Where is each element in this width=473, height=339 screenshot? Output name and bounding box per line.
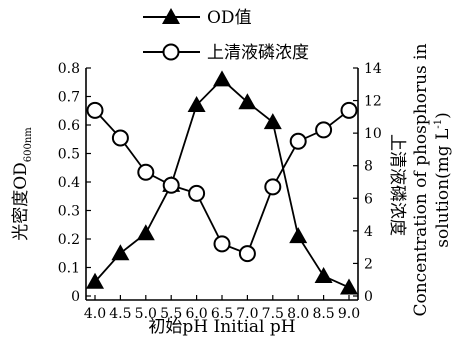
y-right-tick-label: 14 xyxy=(364,61,382,77)
x-tick-label: 5.5 xyxy=(160,306,182,322)
series-od-point xyxy=(238,93,257,110)
y-right-tick-label: 0 xyxy=(364,289,373,305)
legend-marker-phosphorus xyxy=(162,43,180,61)
legend-entry-od: OD值 xyxy=(143,8,252,28)
series-phosphorus-point xyxy=(111,129,129,147)
series-phosphorus-point xyxy=(264,178,282,196)
series-phosphorus-point xyxy=(315,121,333,139)
y-right-tick-label: 10 xyxy=(364,126,382,142)
legend-label-phosphorus: 上清液磷浓度 xyxy=(207,43,309,63)
y-left-tick-label: 0.8 xyxy=(58,61,80,77)
y-right-tick-label: 8 xyxy=(364,159,373,175)
series-od-point xyxy=(213,70,231,87)
y-right-ticks: 0 2 4 6 8 10 12 14 xyxy=(353,61,382,305)
y-right-tick-label: 2 xyxy=(364,256,373,272)
y-right-tick-label: 6 xyxy=(364,191,373,207)
y-left-tick-label: 0.7 xyxy=(58,90,80,106)
y-left-tick-label: 0.1 xyxy=(58,261,80,277)
series-od-point xyxy=(340,278,358,295)
legend-entry-phosphorus: 上清液磷浓度 xyxy=(143,43,309,63)
y-left-tick-label: 0.3 xyxy=(58,204,80,220)
y-left-tick-label: 0.5 xyxy=(58,147,80,163)
x-axis-title: 初始pH Initial pH xyxy=(148,317,295,337)
y-left-axis-title: 光密度OD600nm xyxy=(11,127,34,241)
x-tick-label: 6.5 xyxy=(211,306,233,322)
legend-marker-od xyxy=(162,8,180,24)
series-phosphorus-point xyxy=(162,176,180,194)
x-tick-label: 4.5 xyxy=(109,306,131,322)
y-right-tick-label: 4 xyxy=(364,224,373,240)
x-ticks: 4.0 4.5 5.0 5.5 6.0 6.5 7.0 7.5 8.0 8.5 9.0 xyxy=(84,295,360,322)
y-left-tick-label: 0.6 xyxy=(58,118,80,134)
x-tick-label: 9.0 xyxy=(338,306,360,322)
series-od-line xyxy=(94,78,350,289)
y-right-axis-title-en-end: ) xyxy=(433,112,453,119)
series-phosphorus-point xyxy=(86,101,104,119)
series-od-point xyxy=(289,227,308,244)
x-tick-label: 4.0 xyxy=(84,306,106,322)
x-tick-label: 8.5 xyxy=(312,306,334,322)
series-phosphorus-point xyxy=(213,235,231,253)
series-phosphorus-line xyxy=(94,109,350,255)
y-left-axis-title-subscript: 600nm xyxy=(23,127,34,163)
x-tick-label: 8.0 xyxy=(287,306,309,322)
legend: OD值 上清液磷浓度 xyxy=(143,8,309,63)
y-right-axis-title-en-line2: solution(mg L-1) xyxy=(433,112,453,248)
series-od-point xyxy=(314,267,333,284)
series-od-point xyxy=(136,224,155,241)
series-od-point xyxy=(111,244,130,261)
series-phosphorus-point xyxy=(238,245,256,263)
x-tick-label: 7.5 xyxy=(262,306,284,322)
y-left-axis-title-main: 光密度OD xyxy=(11,162,31,241)
y-right-axis-title-en-line1: Concentration of phosphorus in xyxy=(411,43,431,316)
y-left-tick-label: 0.2 xyxy=(58,232,80,248)
y-right-axis-title-cn: 上清液磷浓度 xyxy=(387,134,407,236)
x-tick-label: 6.0 xyxy=(185,306,207,322)
y-left-ticks: 0 0.1 0.2 0.3 0.4 0.5 0.6 0.7 0.8 xyxy=(58,61,91,305)
x-tick-label: 7.0 xyxy=(236,306,258,322)
series-phosphorus-point xyxy=(137,163,155,181)
series-phosphorus-point xyxy=(188,184,206,202)
series-phosphorus-point xyxy=(340,101,358,119)
series-od-point xyxy=(187,96,206,113)
legend-label-od: OD值 xyxy=(207,8,252,28)
y-right-axis-title-en-sup: -1 xyxy=(433,119,444,129)
y-right-axis-title-en-line2-main: solution(mg L xyxy=(433,129,453,248)
y-left-tick-label: 0 xyxy=(71,289,80,305)
series-phosphorus xyxy=(86,101,358,263)
y-right-tick-label: 12 xyxy=(364,94,382,110)
y-left-tick-label: 0.4 xyxy=(58,175,80,191)
series-od-point xyxy=(86,272,104,289)
series-od xyxy=(86,70,358,295)
x-tick-label: 5.0 xyxy=(135,306,157,322)
series-phosphorus-point xyxy=(289,132,307,150)
series-od-point xyxy=(263,113,282,130)
